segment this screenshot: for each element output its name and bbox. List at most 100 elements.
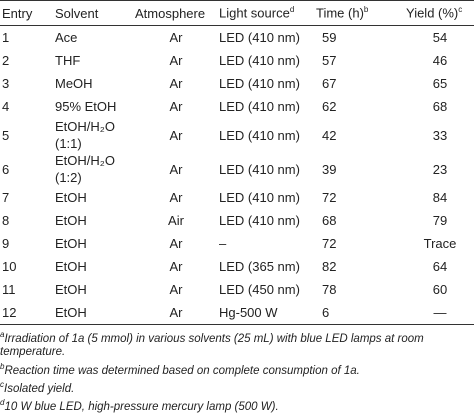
table-cell: — <box>404 301 474 325</box>
table-cell: 95% EtOH <box>55 99 117 114</box>
footnote: aIrradiation of 1a (5 mmol) in various s… <box>0 328 474 360</box>
table-cell: Air <box>168 213 184 228</box>
table-cell: 7 <box>2 190 10 205</box>
table-row: 4 95% EtOH Ar LED (410 nm) 62 68 <box>0 95 474 118</box>
table-cell: 60 <box>432 282 448 297</box>
table-cell: Ar <box>169 236 183 251</box>
footnote-ref: b <box>363 5 369 15</box>
table-row: 7 EtOH Ar LED (410 nm) 72 84 <box>0 186 474 209</box>
table-cell: 79 <box>432 213 448 228</box>
table-cell: 6 <box>314 301 404 325</box>
table-cell: 68 <box>322 213 337 228</box>
table-cell: 6 <box>2 161 10 177</box>
table-cell: 10 <box>2 259 17 274</box>
table-cell: 12 <box>0 301 53 325</box>
table-cell: 67 <box>322 76 337 91</box>
footnote: d10 W blue LED, high-pressure mercury la… <box>0 396 474 414</box>
header-cell: Time (h)b <box>314 0 404 26</box>
header-cell: Yield (%)c <box>404 0 474 26</box>
table-cell: Ar <box>169 282 183 297</box>
table-cell: LED (365 nm) <box>219 259 300 274</box>
footnote-mark: c <box>0 379 4 389</box>
table-cell: 3 <box>2 76 10 91</box>
table-cell: Ar <box>169 76 183 91</box>
table-row: 10 EtOH Ar LED (365 nm) 82 64 <box>0 255 474 278</box>
footnotes: aIrradiation of 1a (5 mmol) in various s… <box>0 325 474 414</box>
table-cell: 1 <box>2 30 10 45</box>
table-cell: LED (410 nm) <box>219 99 300 114</box>
footnote-text: Irradiation of 1a (5 mmol) in various so… <box>0 332 424 359</box>
table-cell: THF <box>55 53 81 68</box>
footnote-mark: a <box>0 330 5 339</box>
table-cell: EtOH <box>55 282 87 297</box>
table-row: 1 Ace Ar LED (410 nm) 59 54 <box>0 26 474 50</box>
table-cell: Ar <box>169 99 183 114</box>
footnote-mark: d <box>0 398 5 408</box>
table-cell: 57 <box>322 53 337 68</box>
table-cell: EtOH <box>55 190 87 205</box>
table-cell: 5 <box>2 127 10 143</box>
table-row: 3 MeOH Ar LED (410 nm) 67 65 <box>0 72 474 95</box>
table-cell: EtOH <box>55 236 87 251</box>
table-cell: 65 <box>432 76 448 91</box>
footnote-text: Reaction time was determined based on co… <box>4 364 360 377</box>
table-row: 11 EtOH Ar LED (450 nm) 78 60 <box>0 278 474 301</box>
header-cell: Solvent <box>53 0 133 26</box>
table-cell: – <box>219 236 227 251</box>
footnote-mark: b <box>0 361 5 371</box>
table-cell: 2 <box>2 53 10 68</box>
table-cell: 72 <box>322 190 337 205</box>
table-cell: EtOH <box>53 301 133 325</box>
table-row: 12 EtOH Ar Hg-500 W 6— <box>0 301 474 325</box>
table-cell: MeOH <box>55 76 93 91</box>
data-table: Entry Solvent Atmosphere Light sourced Time … <box>0 0 474 325</box>
table-cell: EtOH/H₂O (1:1) <box>55 119 115 151</box>
table-cell: LED (410 nm) <box>219 190 300 205</box>
table-cell: Ar <box>133 301 217 325</box>
table-cell: 11 <box>2 282 16 297</box>
table-cell: 54 <box>432 30 448 45</box>
table-cell: Ar <box>169 53 183 68</box>
table-cell: LED (410 nm) <box>219 30 300 45</box>
table-cell: 84 <box>432 190 448 205</box>
header-cell: Light sourced <box>217 0 314 26</box>
table-cell: 72 <box>322 236 337 251</box>
table-cell: Ar <box>169 127 183 143</box>
table-cell: LED (410 nm) <box>219 76 300 91</box>
table-cell: Trace <box>423 236 457 251</box>
table-row: 2 THF Ar LED (410 nm) 57 46 <box>0 49 474 72</box>
table-cell: 8 <box>2 213 10 228</box>
footnote: bReaction time was determined based on c… <box>0 360 474 378</box>
table-cell: 82 <box>322 259 337 274</box>
footnote-text: 10 W blue LED, high-pressure mercury lam… <box>4 400 279 413</box>
table-cell: LED (410 nm) <box>219 127 300 143</box>
table-row: 6 EtOH/H₂O (1:2) Ar LED (410 nm) 39 23 <box>0 152 474 186</box>
table-cell: Ar <box>169 161 183 177</box>
table-row: 8 EtOH Air LED (410 nm) 68 79 <box>0 209 474 232</box>
table-cell: 9 <box>2 236 10 251</box>
table-cell: LED (410 nm) <box>219 53 300 68</box>
table-cell: 64 <box>432 259 448 274</box>
table-cell: Ar <box>169 190 183 205</box>
table-cell: 4 <box>2 99 10 114</box>
table-cell: LED (410 nm) <box>219 161 300 177</box>
table-cell: 46 <box>432 53 448 68</box>
header-text: Solvent <box>55 5 99 21</box>
table-cell: 42 <box>322 127 337 143</box>
table-cell: 39 <box>322 161 337 177</box>
table-cell: 78 <box>322 282 337 297</box>
footnote-ref: d <box>289 5 295 15</box>
table-cell: 68 <box>432 99 448 114</box>
table-cell: 59 <box>322 30 337 45</box>
header-text: Light source <box>219 5 290 21</box>
table-cell: LED (450 nm) <box>219 282 300 297</box>
header-cell: Atmosphere <box>133 0 217 26</box>
table-cell: 23 <box>432 161 448 177</box>
table-body: 1 Ace Ar LED (410 nm) 59 54 2 THF Ar LED (410 nm)… <box>0 26 474 325</box>
table-cell: EtOH <box>55 259 87 274</box>
table-cell: EtOH <box>55 213 87 228</box>
header-text: Entry <box>2 5 33 21</box>
footnote: cIsolated yield. <box>0 378 474 396</box>
table-cell: Ar <box>169 259 183 274</box>
